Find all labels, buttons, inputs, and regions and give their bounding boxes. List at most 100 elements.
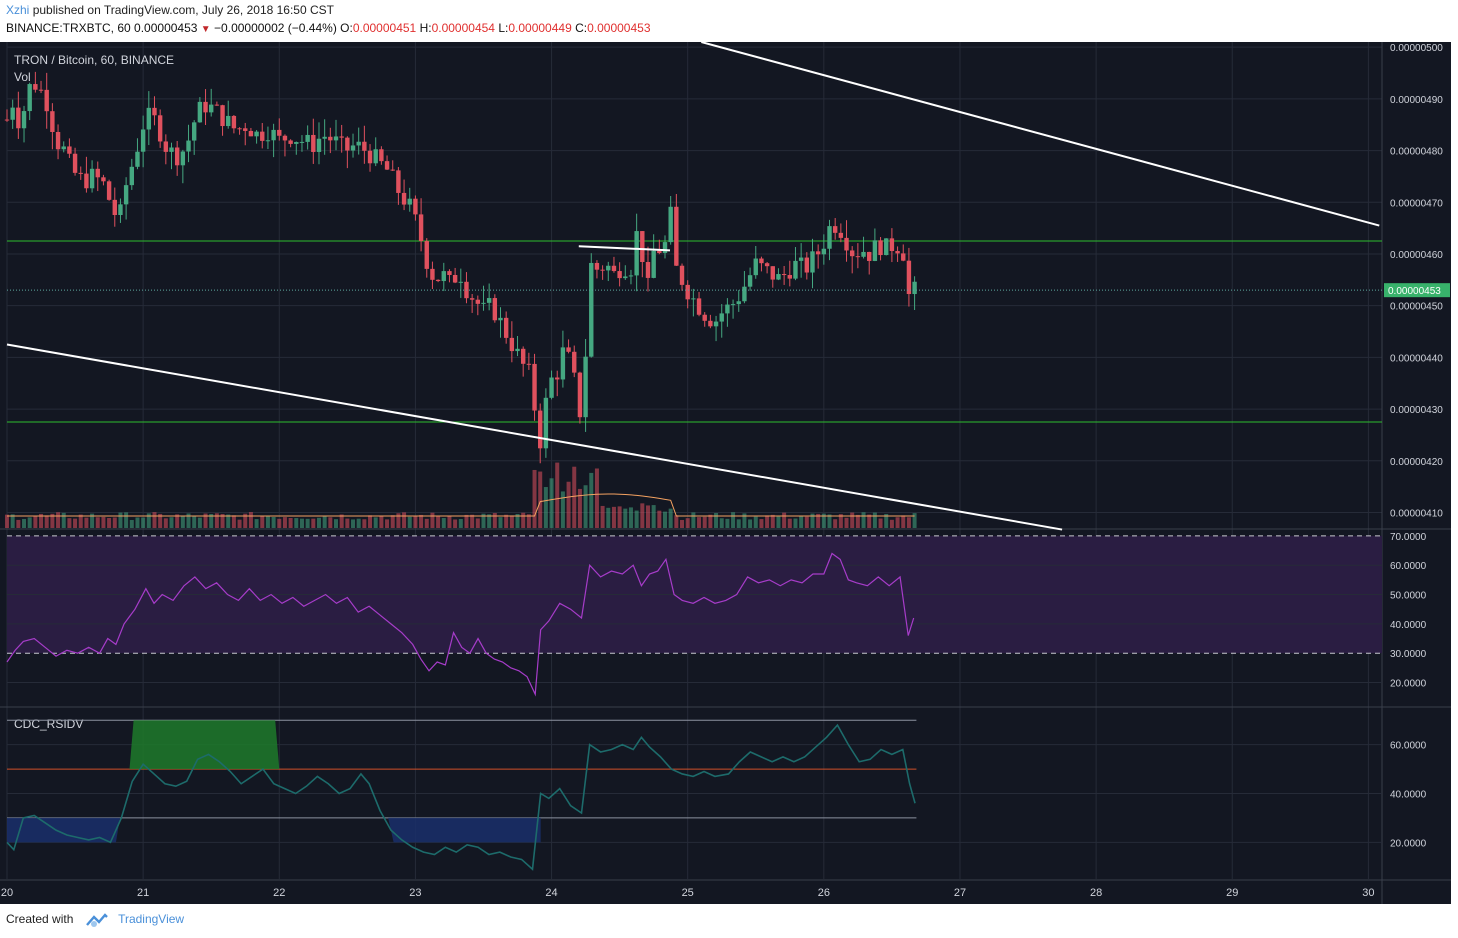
change-value: −0.00000002 (−0.44%)	[214, 21, 337, 35]
candle	[600, 265, 605, 280]
candle	[288, 139, 293, 148]
candle-body	[804, 257, 810, 273]
volume-bar	[504, 514, 509, 528]
author-link[interactable]: Xzhi	[6, 3, 30, 17]
volume-bar	[623, 508, 628, 528]
candle-body	[243, 128, 248, 131]
candle	[685, 280, 690, 309]
candle-body	[294, 142, 299, 144]
candle-body	[418, 214, 424, 242]
time-tick-label: 29	[1226, 887, 1238, 899]
volume-bar	[39, 513, 44, 528]
candle	[67, 138, 72, 158]
candle-body	[730, 304, 736, 306]
volume-bar	[589, 472, 594, 528]
candle	[38, 80, 44, 94]
candle-body	[770, 266, 775, 280]
volume-bar	[294, 518, 299, 528]
candle	[804, 252, 810, 280]
candle	[538, 403, 543, 464]
volume-bar	[407, 516, 412, 528]
candle-body	[628, 275, 634, 277]
candle	[106, 179, 112, 201]
volume-bar	[95, 517, 100, 528]
candle	[260, 122, 265, 149]
price-tick-label: 0.00000420	[1390, 457, 1443, 468]
volume-bar	[27, 517, 32, 528]
candle-body	[203, 101, 208, 113]
candle	[906, 247, 912, 307]
candle-body	[787, 275, 792, 279]
candle	[458, 268, 463, 298]
volume-bar	[129, 519, 134, 528]
candle	[736, 290, 741, 312]
candle-body	[611, 265, 617, 272]
candle	[651, 234, 656, 279]
candle-body	[67, 146, 72, 154]
volume-bar	[288, 517, 293, 528]
volume-bar	[776, 516, 781, 528]
candle	[832, 218, 838, 240]
price-tick-label: 0.00000430	[1390, 405, 1443, 416]
candle	[379, 146, 384, 165]
volume-bar	[214, 513, 219, 528]
volume-bar	[90, 513, 95, 528]
tradingview-link[interactable]: TradingView	[118, 912, 185, 926]
candle-body	[708, 320, 713, 327]
volume-label: Vol	[14, 70, 31, 84]
candle-body	[498, 317, 503, 321]
volume-bar	[572, 466, 577, 528]
candle-body	[589, 262, 594, 357]
time-tick-label: 30	[1362, 887, 1374, 899]
volume-bar	[515, 513, 520, 528]
price-tick-label: 0.00000470	[1390, 198, 1443, 209]
volume-bar	[328, 517, 333, 528]
candle-body	[572, 351, 577, 373]
volume-bar	[867, 514, 872, 528]
price-tick-label: 0.00000500	[1390, 43, 1443, 54]
volume-bar	[277, 518, 282, 528]
volume-bar	[311, 518, 316, 528]
candle	[180, 149, 186, 184]
candle-body	[912, 281, 917, 295]
candle-body	[878, 240, 883, 256]
candle	[901, 244, 906, 262]
volume-bar	[708, 514, 713, 528]
volume-bar	[702, 516, 707, 528]
candle	[271, 123, 276, 158]
volume-bar	[680, 519, 685, 528]
volume-bar	[316, 517, 321, 528]
candle-body	[549, 377, 554, 398]
volume-bar	[600, 505, 605, 528]
volume-bar	[368, 515, 373, 528]
candle	[878, 237, 883, 261]
candle-body	[350, 145, 356, 151]
volume-bar	[430, 512, 435, 528]
candle-body	[362, 141, 367, 151]
volume-bar	[175, 514, 180, 528]
chart-canvas[interactable]: 20 21 22 23 24 25 26 27 28 29 30 0.00000500 0.000004…	[0, 42, 1458, 904]
candle	[146, 91, 152, 146]
candle	[220, 104, 225, 136]
volume-bar	[334, 519, 339, 528]
time-tick-label: 24	[545, 887, 557, 899]
candle	[89, 160, 95, 193]
cdc-tick-label: 60.0000	[1390, 741, 1427, 752]
volume-bar	[498, 517, 503, 528]
volume-bar	[197, 517, 202, 528]
volume-bar	[668, 508, 673, 528]
candle-body	[821, 248, 827, 255]
volume-bar	[895, 517, 900, 528]
candle-body	[305, 134, 310, 142]
candle-body	[674, 206, 679, 266]
cdc-rsidv-line	[6, 723, 916, 871]
candle-body	[515, 348, 520, 352]
time-tick-label: 28	[1090, 887, 1102, 899]
candle-body	[174, 147, 180, 166]
volume-bar	[906, 517, 911, 528]
volume-bar	[16, 519, 21, 528]
candle	[793, 247, 798, 281]
low-value: 0.00000449	[508, 21, 572, 35]
candle	[129, 158, 134, 190]
volume-bar	[475, 518, 480, 528]
